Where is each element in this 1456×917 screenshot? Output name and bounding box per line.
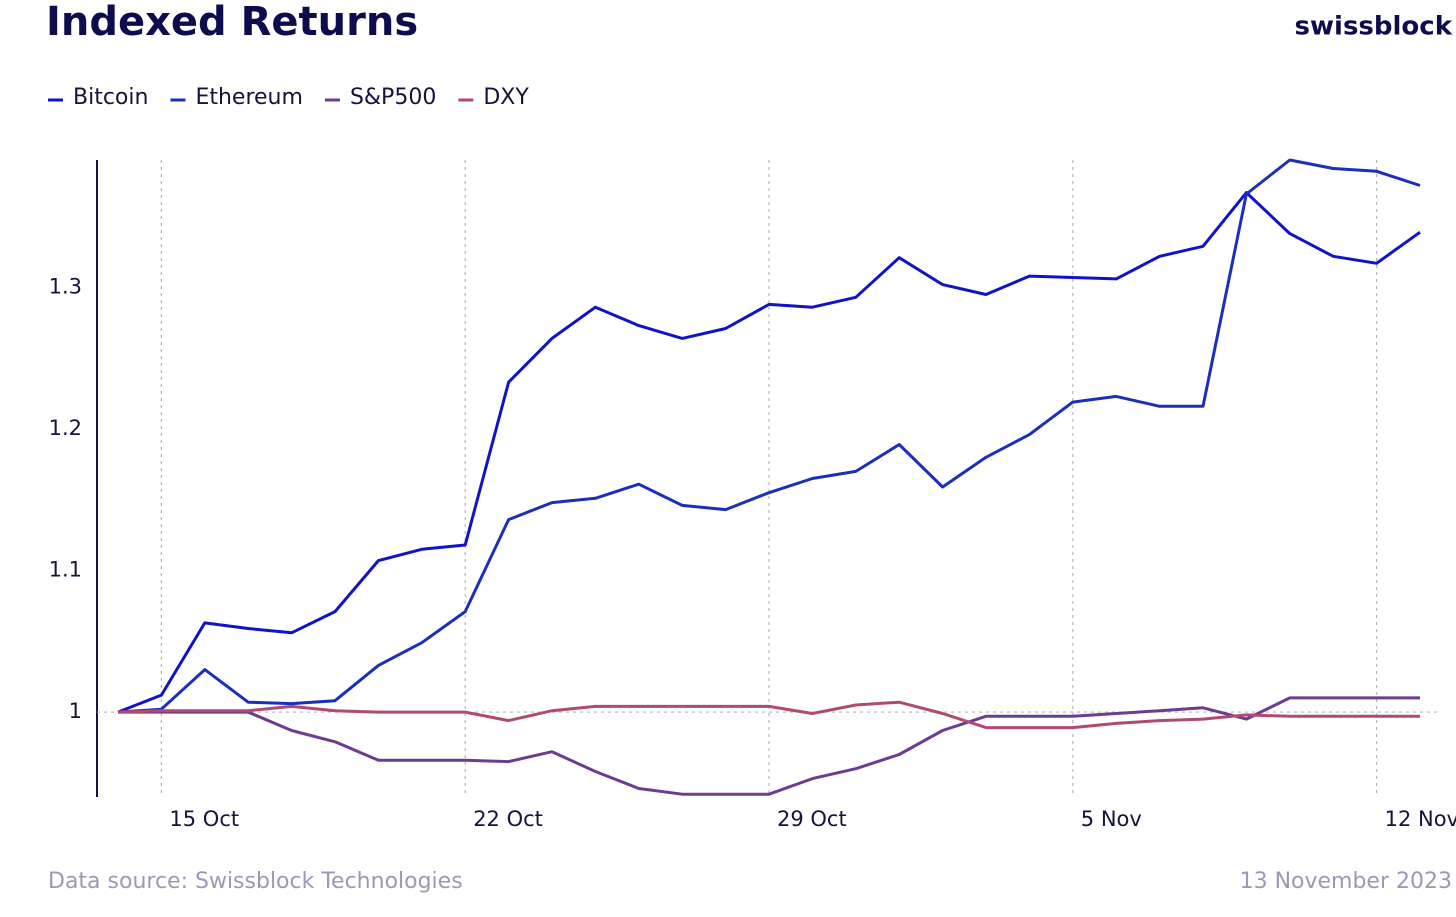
legend-label: Bitcoin: [73, 85, 148, 110]
date: 13 November 2023: [1240, 869, 1452, 894]
y-tick-label: 1.2: [49, 416, 82, 440]
series-line: [118, 696, 1420, 796]
x-tick-label: 12 Nov: [1385, 807, 1456, 831]
x-tick-label: 22 Oct: [473, 807, 543, 831]
legend-label: DXY: [483, 85, 529, 110]
source: Data source: Swissblock Technologies: [48, 869, 463, 894]
chart-title: Indexed Returns: [46, 0, 418, 45]
y-tick-label: 1.1: [49, 558, 82, 582]
x-tick-label: 5 Nov: [1081, 807, 1142, 831]
y-tick-label: 1.3: [49, 274, 82, 298]
x-tick-label: 29 Oct: [777, 807, 847, 831]
legend-label: Ethereum: [195, 85, 302, 110]
y-tick-label: 1: [69, 699, 82, 723]
x-tick-label: 15 Oct: [169, 807, 239, 831]
legend-label: S&P500: [350, 85, 436, 110]
logo: swissblock: [1295, 12, 1453, 42]
series-line: [117, 191, 1421, 714]
series-line: [117, 700, 1420, 730]
series-line: [117, 158, 1421, 714]
